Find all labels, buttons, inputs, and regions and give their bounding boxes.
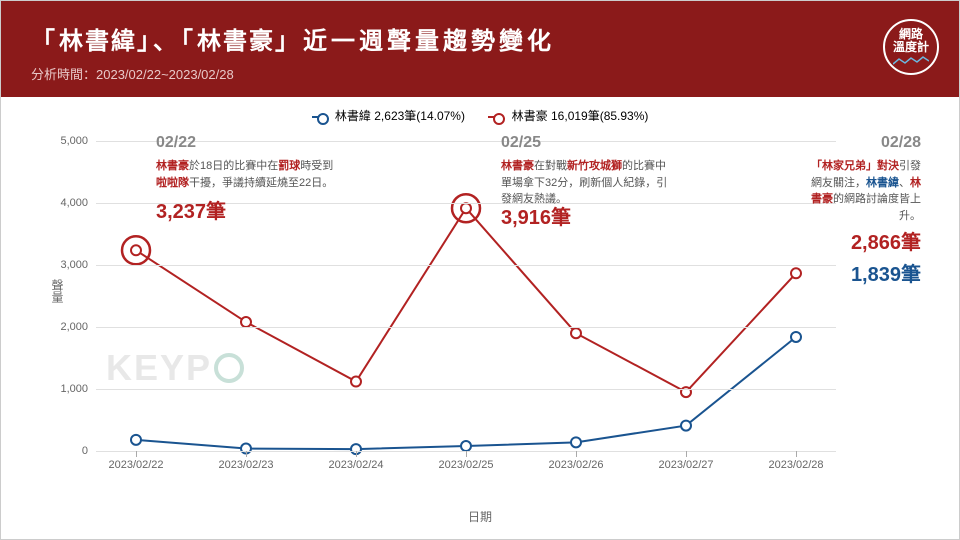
data-point <box>461 441 471 451</box>
ann-value-1: 3,237筆 <box>156 197 336 227</box>
ann-date-1: 02/22 <box>156 131 336 155</box>
x-tick-mark <box>686 451 687 457</box>
x-tick-mark <box>136 451 137 457</box>
y-axis-title: 聲量 <box>49 279 66 303</box>
analysis-period: 分析時間：2023/02/22~2023/02/28 <box>31 64 929 83</box>
header: 「林書緯」、「林書豪」近一週聲量趨勢變化 分析時間：2023/02/22~202… <box>1 1 959 97</box>
y-tick-label: 2,000 <box>48 321 88 333</box>
data-point <box>351 377 361 387</box>
grid-line <box>96 389 836 390</box>
x-tick-label: 2023/02/23 <box>218 459 273 471</box>
grid-line <box>96 327 836 328</box>
y-tick-label: 3,000 <box>48 259 88 271</box>
y-tick-label: 5,000 <box>48 135 88 147</box>
grid-line <box>96 265 836 266</box>
brand-logo: 網路 溫度計 <box>883 19 939 75</box>
legend-label-1: 林書緯 2,623筆(14.07%) <box>335 109 465 123</box>
x-tick-mark <box>356 451 357 457</box>
ann-date-2: 02/25 <box>501 131 671 155</box>
legend-item-1: .legend-item:nth-child(1) .legend-dot::a… <box>312 107 465 124</box>
annotation-0225: 02/25 林書豪在對戰新竹攻城獅的比賽中單場拿下32分，刷新個人紀錄，引發網友… <box>501 131 671 208</box>
x-tick-mark <box>576 451 577 457</box>
ann-text-3: 「林家兄弟」對決引發網友關注，林書緯、林書豪的網路討論度皆上升。 <box>811 158 921 224</box>
legend-marker-2: .legend-item:nth-child(2) .legend-dot::a… <box>488 116 504 118</box>
data-point <box>791 332 801 342</box>
x-tick-label: 2023/02/26 <box>548 459 603 471</box>
x-tick-label: 2023/02/24 <box>328 459 383 471</box>
legend-marker-1: .legend-item:nth-child(1) .legend-dot::a… <box>312 116 328 118</box>
x-tick-mark <box>466 451 467 457</box>
ann-value-3b: 1,839筆 <box>811 260 921 290</box>
x-tick-label: 2023/02/25 <box>438 459 493 471</box>
y-tick-label: 0 <box>48 445 88 457</box>
annotation-0222: 02/22 林書豪於18日的比賽中在罰球時受到啦啦隊干擾，爭議持續延燒至22日。… <box>156 131 336 227</box>
data-point <box>241 317 251 327</box>
x-tick-label: 2023/02/27 <box>658 459 713 471</box>
ann-value-3a: 2,866筆 <box>811 228 921 258</box>
data-point <box>791 268 801 278</box>
chart-area: .legend-item:nth-child(1) .legend-dot::a… <box>1 91 959 539</box>
logo-text-2: 溫度計 <box>893 41 929 54</box>
legend-item-2: .legend-item:nth-child(2) .legend-dot::a… <box>488 107 648 124</box>
y-tick-label: 4,000 <box>48 197 88 209</box>
data-point <box>571 328 581 338</box>
x-tick-mark <box>246 451 247 457</box>
legend: .legend-item:nth-child(1) .legend-dot::a… <box>21 107 939 124</box>
data-point <box>681 421 691 431</box>
ann-date-3: 02/28 <box>811 131 921 155</box>
ann-value-2: 3,916筆 <box>501 203 571 233</box>
page-root: 「林書緯」、「林書豪」近一週聲量趨勢變化 分析時間：2023/02/22~202… <box>0 0 960 540</box>
series-line <box>136 337 796 449</box>
page-title: 「林書緯」、「林書豪」近一週聲量趨勢變化 <box>31 21 929 56</box>
x-tick-label: 2023/02/28 <box>768 459 823 471</box>
logo-wave-icon <box>893 56 929 66</box>
x-tick-mark <box>796 451 797 457</box>
data-point <box>571 437 581 447</box>
annotation-0228: 02/28 「林家兄弟」對決引發網友關注，林書緯、林書豪的網路討論度皆上升。 2… <box>811 131 921 290</box>
legend-label-2: 林書豪 16,019筆(85.93%) <box>512 109 649 123</box>
x-axis-title: 日期 <box>468 508 492 525</box>
ann-text-2: 林書豪在對戰新竹攻城獅的比賽中單場拿下32分，刷新個人紀錄，引發網友熱議。 <box>501 158 671 208</box>
x-tick-label: 2023/02/22 <box>108 459 163 471</box>
ann-text-1: 林書豪於18日的比賽中在罰球時受到啦啦隊干擾，爭議持續延燒至22日。 <box>156 158 336 191</box>
data-point <box>131 435 141 445</box>
y-tick-label: 1,000 <box>48 383 88 395</box>
data-point <box>461 203 471 213</box>
data-point <box>131 245 141 255</box>
series-line <box>136 208 796 392</box>
